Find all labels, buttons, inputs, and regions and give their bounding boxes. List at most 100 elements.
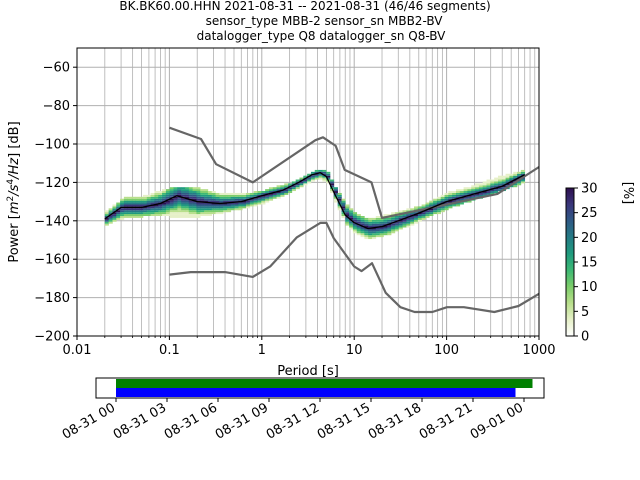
timeline-tick-label: 08-31 03	[111, 400, 169, 442]
density-cell	[219, 200, 224, 203]
density-cell	[184, 192, 190, 195]
density-cell	[169, 194, 174, 197]
density-cell	[211, 210, 216, 213]
density-cell	[402, 225, 407, 228]
density-cell	[188, 192, 193, 195]
density-cell	[360, 219, 365, 222]
density-cell	[120, 208, 125, 211]
density-cell	[211, 212, 216, 215]
density-cell	[345, 221, 350, 224]
density-cell	[230, 194, 235, 197]
density-cell	[322, 169, 327, 172]
density-cell	[440, 196, 445, 199]
density-cell	[349, 217, 354, 220]
density-cell	[318, 175, 323, 178]
density-cell	[284, 185, 289, 188]
density-cell	[192, 200, 197, 203]
density-cell	[341, 200, 346, 203]
density-cell	[436, 210, 442, 213]
density-cell	[257, 191, 262, 193]
density-cell	[368, 237, 373, 240]
density-cell	[207, 214, 212, 216]
density-cell	[360, 216, 365, 218]
density-cell	[188, 206, 193, 209]
density-cell	[238, 194, 243, 197]
density-cell	[226, 192, 232, 195]
y-tick-label: −180	[34, 291, 70, 306]
density-cell	[463, 187, 468, 190]
density-cell	[379, 231, 384, 234]
density-cell	[341, 204, 346, 207]
density-cell	[169, 216, 174, 218]
density-cell	[169, 210, 174, 213]
density-cell	[230, 198, 235, 201]
density-cell	[494, 183, 499, 186]
density-cell	[307, 179, 312, 182]
density-cell	[173, 216, 178, 218]
density-cell	[272, 192, 277, 195]
density-cell	[276, 191, 281, 193]
density-cell	[249, 202, 254, 205]
density-cell	[322, 177, 327, 180]
density-cell	[226, 196, 232, 199]
density-cell	[356, 216, 361, 218]
density-cell	[162, 202, 167, 205]
density-cell	[497, 187, 503, 190]
density-cell	[192, 208, 197, 211]
density-cell	[372, 233, 377, 236]
density-cell	[177, 214, 182, 216]
density-cell	[181, 194, 186, 197]
density-cell	[249, 196, 254, 199]
density-cell	[307, 173, 312, 176]
density-cell	[146, 196, 151, 199]
density-cell	[478, 192, 483, 195]
density-cell	[184, 194, 190, 197]
density-cell	[410, 219, 415, 222]
density-cell	[398, 210, 403, 213]
density-cell	[413, 217, 419, 220]
density-cell	[154, 196, 159, 199]
density-cell	[356, 217, 361, 220]
density-cell	[230, 196, 235, 199]
density-cell	[204, 206, 209, 209]
density-cell	[249, 192, 254, 195]
density-cell	[513, 185, 518, 188]
density-cell	[433, 212, 438, 215]
density-cell	[505, 183, 510, 186]
density-cell	[360, 217, 365, 220]
density-cell	[398, 217, 403, 220]
density-cell	[333, 200, 338, 203]
density-cell	[246, 200, 251, 203]
density-cell	[467, 187, 472, 190]
density-cell	[375, 219, 380, 222]
density-cell	[211, 208, 216, 211]
density-cell	[188, 212, 193, 215]
density-cell	[123, 216, 129, 218]
density-cell	[154, 210, 159, 213]
density-cell	[429, 204, 434, 207]
density-cell	[154, 192, 159, 195]
density-cell	[379, 227, 384, 230]
density-cell	[242, 206, 247, 209]
density-cell	[475, 187, 480, 190]
density-cell	[440, 210, 445, 213]
y-tick-label: −80	[43, 99, 70, 114]
density-cell	[120, 198, 125, 201]
density-cell	[375, 221, 380, 224]
density-cell	[394, 225, 400, 228]
density-cell	[471, 189, 476, 192]
density-cell	[142, 212, 148, 215]
density-cell	[200, 191, 205, 193]
density-cell	[333, 187, 338, 190]
density-cell	[238, 204, 243, 207]
density-cell	[196, 189, 201, 192]
density-cell	[223, 192, 228, 195]
density-cell	[215, 204, 220, 207]
density-cell	[318, 173, 323, 176]
density-cell	[150, 212, 155, 215]
density-cell	[295, 179, 300, 182]
density-cell	[440, 200, 445, 203]
density-cell	[196, 194, 201, 197]
density-cell	[142, 204, 148, 207]
density-cell	[463, 192, 468, 195]
